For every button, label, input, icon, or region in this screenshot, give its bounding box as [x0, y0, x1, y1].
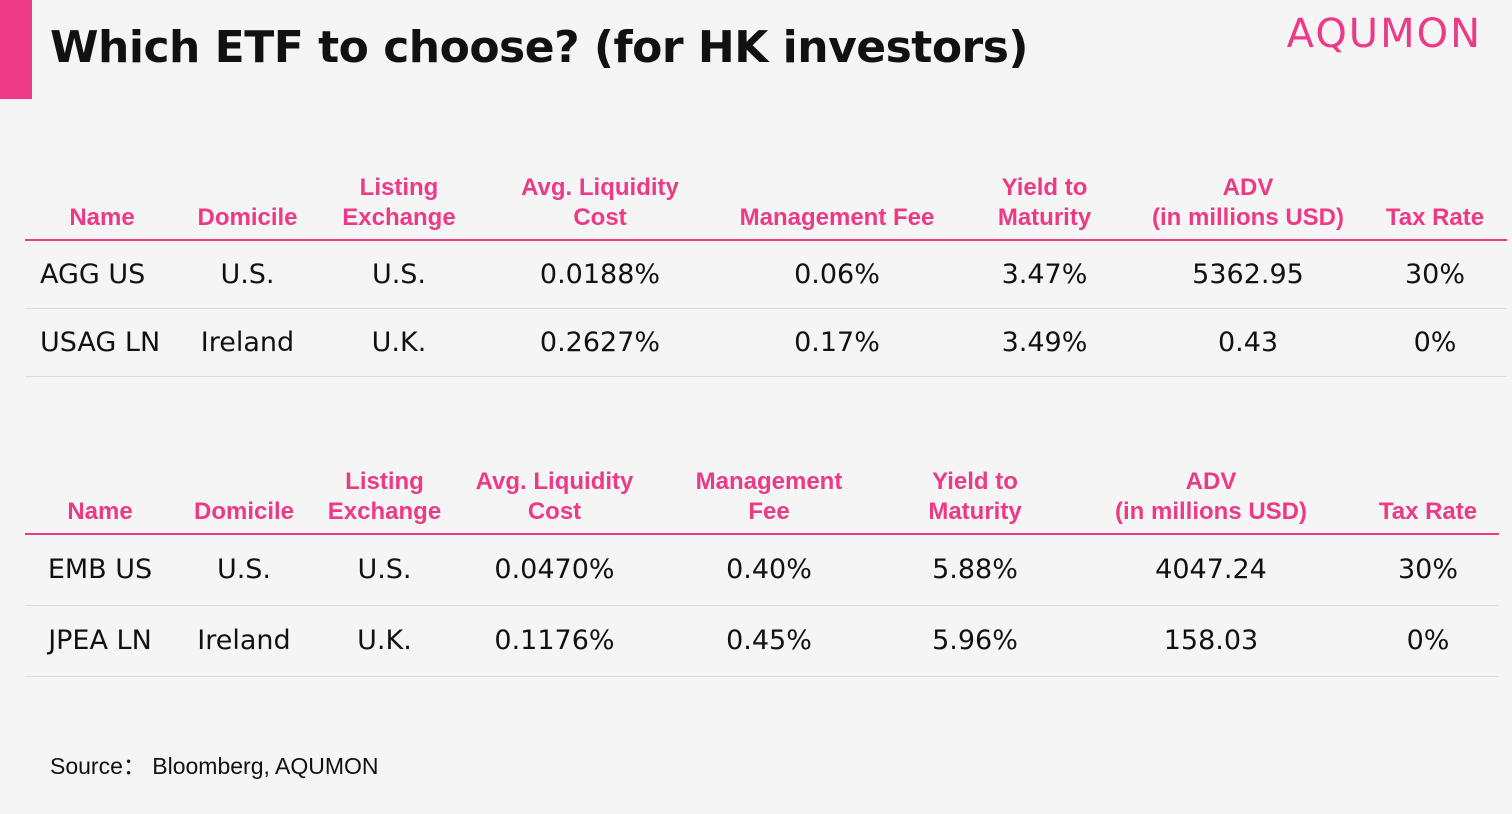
table-header-row: Name Domicile Listing Exchange Avg. Liqu… — [25, 466, 1499, 535]
cell-listing-exchange: U.S. — [313, 534, 456, 606]
table-row: JPEA LN Ireland U.K. 0.1176% 0.45% 5.96%… — [25, 605, 1499, 677]
table-row: EMB US U.S. U.S. 0.0470% 0.40% 5.88% 404… — [25, 534, 1499, 606]
column-header-listing-exchange: Listing Exchange — [316, 172, 482, 241]
title-accent-bar — [0, 0, 32, 99]
page-title: Which ETF to choose? (for HK investors) — [50, 22, 1029, 73]
cell-management-fee: 0.45% — [653, 605, 885, 677]
cell-yield-to-maturity: 5.88% — [885, 534, 1065, 606]
column-header-liquidity-cost: Avg. Liquidity Cost — [482, 172, 718, 241]
column-header-domicile: Domicile — [175, 466, 313, 535]
column-header-adv: ADV (in millions USD) — [1133, 172, 1363, 241]
column-header-listing-exchange: Listing Exchange — [313, 466, 456, 535]
column-header-name: Name — [25, 172, 179, 241]
source-note: Source： Bloomberg, AQUMON — [50, 753, 379, 779]
cell-liquidity-cost: 0.0188% — [482, 240, 718, 309]
cell-management-fee: 0.40% — [653, 534, 885, 606]
column-header-domicile: Domicile — [179, 172, 316, 241]
cell-management-fee: 0.06% — [718, 240, 956, 309]
cell-adv: 158.03 — [1065, 605, 1357, 677]
cell-name: JPEA LN — [25, 605, 175, 677]
etf-comparison-table-emerging-market: Name Domicile Listing Exchange Avg. Liqu… — [25, 466, 1499, 677]
column-header-management-fee: Management Fee — [653, 466, 885, 535]
cell-listing-exchange: U.K. — [313, 605, 456, 677]
cell-liquidity-cost: 0.1176% — [456, 605, 653, 677]
column-header-yield-to-maturity: Yield to Maturity — [885, 466, 1065, 535]
column-header-adv: ADV (in millions USD) — [1065, 466, 1357, 535]
etf-comparison-table-bond: Name Domicile Listing Exchange Avg. Liqu… — [25, 172, 1507, 377]
column-header-tax-rate: Tax Rate — [1357, 466, 1499, 535]
cell-domicile: U.S. — [179, 240, 316, 309]
cell-listing-exchange: U.S. — [316, 240, 482, 309]
cell-liquidity-cost: 0.2627% — [482, 308, 718, 377]
column-header-management-fee: Management Fee — [718, 172, 956, 241]
table-row: AGG US U.S. U.S. 0.0188% 0.06% 3.47% 536… — [25, 240, 1507, 309]
cell-yield-to-maturity: 3.49% — [956, 308, 1133, 377]
cell-adv: 0.43 — [1133, 308, 1363, 377]
aqumon-logo: AQUMON — [1286, 11, 1482, 57]
column-header-name: Name — [25, 466, 175, 535]
column-header-liquidity-cost: Avg. Liquidity Cost — [456, 466, 653, 535]
cell-domicile: Ireland — [175, 605, 313, 677]
cell-yield-to-maturity: 3.47% — [956, 240, 1133, 309]
cell-liquidity-cost: 0.0470% — [456, 534, 653, 606]
cell-name: EMB US — [25, 534, 175, 606]
cell-tax-rate: 30% — [1363, 240, 1507, 309]
table-header-row: Name Domicile Listing Exchange Avg. Liqu… — [25, 172, 1507, 241]
cell-name: AGG US — [25, 240, 179, 309]
cell-domicile: U.S. — [175, 534, 313, 606]
cell-management-fee: 0.17% — [718, 308, 956, 377]
column-header-tax-rate: Tax Rate — [1363, 172, 1507, 241]
cell-tax-rate: 0% — [1363, 308, 1507, 377]
column-header-yield-to-maturity: Yield to Maturity — [956, 172, 1133, 241]
cell-tax-rate: 30% — [1357, 534, 1499, 606]
table-row: USAG LN Ireland U.K. 0.2627% 0.17% 3.49%… — [25, 308, 1507, 377]
cell-listing-exchange: U.K. — [316, 308, 482, 377]
cell-adv: 5362.95 — [1133, 240, 1363, 309]
cell-tax-rate: 0% — [1357, 605, 1499, 677]
cell-name: USAG LN — [25, 308, 179, 377]
cell-adv: 4047.24 — [1065, 534, 1357, 606]
cell-domicile: Ireland — [179, 308, 316, 377]
cell-yield-to-maturity: 5.96% — [885, 605, 1065, 677]
